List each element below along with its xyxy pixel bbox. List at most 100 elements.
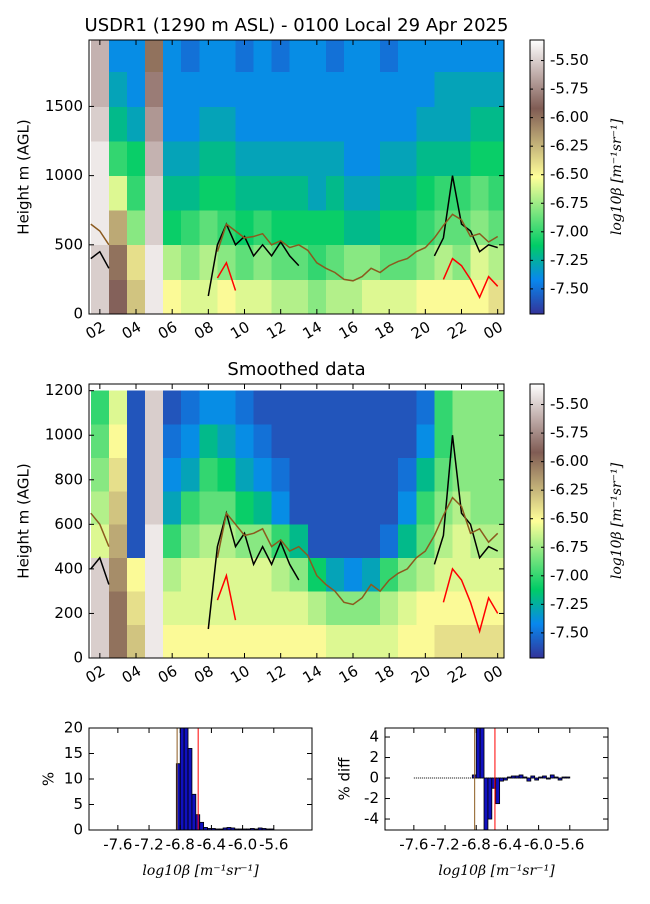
colorbar: [529, 383, 545, 659]
heatmap-cell: [416, 210, 435, 246]
heatmap-cell: [470, 210, 490, 246]
heatmap-cell: [307, 40, 327, 73]
heatmap-cell: [398, 279, 417, 314]
heatmap-cell: [90, 490, 110, 525]
y-tick-label: -2: [364, 789, 379, 807]
colorbar-tick-label: -7.25: [550, 595, 589, 613]
heatmap-cell: [434, 591, 453, 625]
heatmap-cell: [145, 210, 164, 246]
colorbar-label: log10β [m⁻¹sr⁻¹]: [609, 118, 625, 235]
heatmap-cell: [470, 457, 490, 492]
heatmap-cell: [217, 457, 236, 492]
heatmap-cell: [362, 424, 381, 458]
heatmap-cell: [181, 175, 200, 211]
heatmap-cell: [199, 490, 218, 525]
bar: [479, 728, 485, 779]
heatmap-cell: [289, 141, 309, 177]
heatmap-cell: [181, 40, 200, 73]
heatmap-cell: [416, 524, 435, 559]
x-tick-label: 22: [444, 318, 470, 343]
heatmap-cell: [217, 141, 236, 177]
heatmap-cell: [307, 624, 327, 658]
heatmap-cell: [289, 40, 309, 73]
heatmap-cell: [90, 624, 110, 658]
x-tick-label: 08: [191, 318, 217, 343]
heatmap-cell: [145, 141, 164, 177]
heatmap-cell: [343, 40, 363, 73]
colorbar-tick-label: -6.25: [550, 137, 589, 155]
heatmap-cell: [434, 71, 453, 107]
colorbar-tick-label: -6.75: [550, 194, 589, 212]
heatmap-cell: [307, 524, 327, 559]
bar: [510, 775, 516, 779]
heatmap-cell: [126, 390, 146, 425]
heatmap-cell: [488, 524, 504, 559]
heatmap-cell: [343, 141, 363, 177]
bar: [199, 821, 205, 830]
x-tick-label: -6.4: [197, 836, 226, 854]
heatmap-cell: [325, 210, 345, 246]
bar: [475, 728, 481, 779]
heatmap-cell: [380, 106, 399, 142]
heatmap-cell: [108, 390, 128, 425]
heatmap-cell: [126, 40, 146, 73]
colorbar: [529, 39, 545, 315]
heatmap-cell: [126, 71, 146, 107]
bar: [542, 775, 547, 779]
heatmap-cell: [181, 279, 200, 314]
heatmap-cell: [289, 457, 309, 492]
heatmap-cell: [398, 557, 417, 592]
heatmap-cell: [145, 106, 164, 142]
heatmap-cell: [307, 141, 327, 177]
heatmap-cell: [145, 557, 164, 592]
heatmap-cell: [325, 624, 345, 658]
heatmap-cell: [470, 141, 490, 177]
heatmap-cell: [181, 557, 200, 592]
y-tick-label: 15: [64, 744, 83, 762]
heatmap-cell: [398, 106, 417, 142]
colorbar-tick-label: -7.00: [550, 222, 589, 240]
heatmap-cell: [271, 624, 291, 658]
heatmap-cell: [235, 457, 254, 492]
heatmap-cell: [126, 490, 146, 525]
heatmap-cell: [362, 279, 381, 314]
x-tick-label: 18: [372, 318, 398, 343]
heatmap-cell: [108, 424, 128, 458]
heatmap-cell: [488, 624, 504, 658]
heatmap-cell: [380, 390, 399, 425]
heatmap-cell: [289, 106, 309, 142]
x-axis-label: log10β [m⁻¹sr⁻¹]: [438, 863, 555, 879]
bar: [557, 777, 563, 781]
heatmap-cell: [90, 390, 110, 425]
y-tick-label: 500: [54, 235, 83, 253]
heatmap-cell: [90, 524, 110, 559]
heatmap-cell: [145, 279, 164, 314]
heatmap-cell: [271, 141, 291, 177]
heatmap-cell: [416, 457, 435, 492]
bar: [183, 728, 189, 830]
x-tick-label: 12: [263, 662, 289, 687]
heatmap-cell: [181, 457, 200, 492]
heatmap-cell: [108, 490, 128, 525]
heatmap-cell: [416, 490, 435, 525]
x-tick-label: 12: [263, 318, 289, 343]
heatmap-cell: [307, 279, 327, 314]
heatmap-cell: [108, 457, 128, 492]
heatmap-cell: [217, 424, 236, 458]
heatmap-cell: [217, 624, 236, 658]
heatmap-cell: [126, 175, 146, 211]
heatmap-cell: [325, 244, 345, 280]
heatmap-cell: [90, 424, 110, 458]
heatmap-cell: [199, 71, 218, 107]
heatmap-cell: [343, 71, 363, 107]
heatmap-cell: [325, 490, 345, 525]
heatmap-cell: [217, 279, 236, 314]
heatmap-cell: [398, 624, 417, 658]
heatmap-cell: [452, 279, 471, 314]
heatmap-cell: [163, 557, 182, 592]
heatmap-cell: [362, 210, 381, 246]
heatmap-cell: [362, 490, 381, 525]
heatmap-cell: [434, 424, 453, 458]
